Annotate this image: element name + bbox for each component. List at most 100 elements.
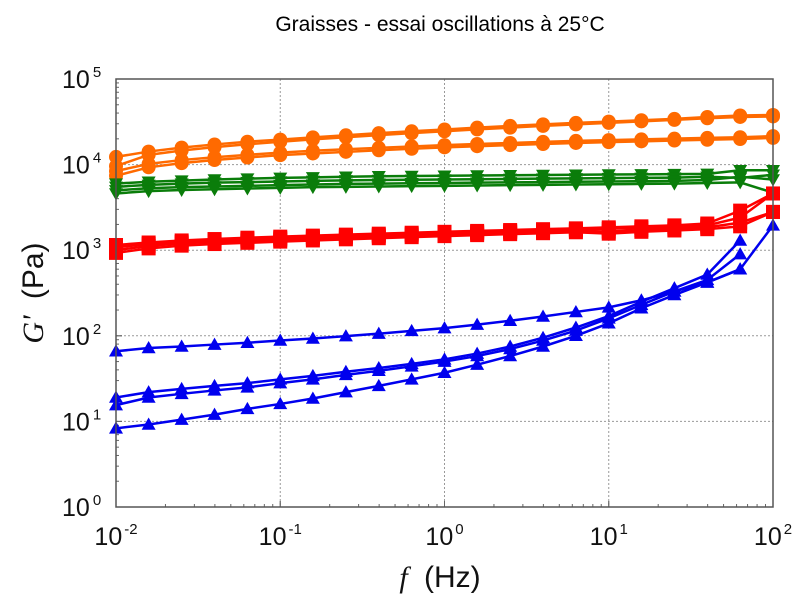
data-point-triangle-up — [371, 378, 386, 392]
data-point-triangle-up — [404, 359, 419, 372]
y-axis-unit: (Pa) — [17, 242, 50, 299]
data-point-circle — [503, 120, 518, 135]
data-point-triangle-up — [240, 401, 255, 415]
data-point-circle — [601, 135, 616, 150]
series-line — [115, 268, 741, 430]
tick-base: 10 — [425, 523, 453, 551]
data-point-circle — [536, 118, 551, 133]
data-point-triangle-up — [273, 396, 288, 410]
data-point-circle — [207, 153, 222, 168]
series-line — [115, 239, 742, 399]
x-tick-labels: 10 -2 10 -1 10 0 10 1 10 2 — [94, 521, 792, 551]
data-point-triangle-down — [338, 181, 353, 194]
tick-base: 10 — [62, 408, 90, 436]
x-tick-label: 10 -1 — [259, 521, 302, 551]
data-point-square — [141, 241, 156, 256]
plot-frame — [115, 78, 774, 508]
data-point-triangle-up — [338, 367, 353, 381]
data-point-circle — [141, 160, 156, 175]
data-point-triangle-down — [568, 179, 583, 192]
tick-base: 10 — [62, 323, 90, 351]
data-point-square — [667, 223, 682, 238]
data-point-triangle-down — [404, 180, 419, 194]
data-point-square — [371, 231, 386, 246]
data-point-triangle-up — [470, 317, 485, 330]
data-point-square — [634, 224, 649, 239]
data-point-triangle-down — [240, 183, 255, 196]
data-point-circle — [404, 141, 419, 156]
data-point-triangle-down — [207, 184, 222, 197]
data-point-square — [568, 225, 583, 240]
series-layer — [109, 107, 780, 434]
tick-exponent: -1 — [288, 521, 301, 538]
data-point-square — [404, 230, 419, 245]
y-tick-label: 10 3 — [62, 235, 101, 265]
x-axis-symbol: f — [399, 561, 411, 594]
data-point-triangle-up — [305, 372, 320, 385]
data-point-triangle-down — [437, 180, 452, 193]
data-point-triangle-up — [240, 335, 255, 348]
data-point-square — [305, 233, 320, 248]
series-red-4 — [109, 204, 780, 260]
data-point-triangle-down — [305, 181, 320, 195]
series-blue-1 — [109, 218, 780, 357]
data-point-square — [338, 232, 353, 247]
data-point-square — [273, 234, 288, 249]
data-point-square — [733, 219, 748, 234]
data-point-triangle-up — [338, 385, 353, 398]
data-point-triangle-up — [305, 331, 320, 344]
data-point-triangle-up — [536, 309, 551, 322]
data-point-triangle-down — [371, 181, 386, 194]
data-point-circle — [733, 132, 748, 147]
data-point-circle — [240, 137, 255, 152]
data-point-triangle-up — [338, 329, 353, 342]
data-point-triangle-down — [536, 179, 551, 192]
tick-base: 10 — [62, 494, 90, 522]
data-point-triangle-up — [207, 383, 222, 396]
tick-exponent: 0 — [93, 492, 101, 509]
data-point-triangle-up — [733, 247, 748, 260]
data-point-triangle-up — [667, 287, 682, 301]
tick-base: 10 — [62, 66, 90, 94]
data-point-circle — [503, 138, 518, 153]
tick-base: 10 — [259, 523, 287, 551]
data-point-triangle-up — [470, 357, 485, 370]
data-point-triangle-up — [503, 349, 518, 362]
tick-base: 10 — [94, 523, 122, 551]
data-point-triangle-down — [733, 177, 748, 190]
data-point-triangle-up — [141, 417, 156, 430]
tick-base: 10 — [62, 152, 90, 180]
data-point-circle — [305, 146, 320, 161]
data-point-triangle-up — [437, 321, 452, 334]
data-point-triangle-up — [733, 233, 748, 246]
data-point-circle — [305, 132, 320, 147]
data-point-circle — [338, 130, 353, 145]
data-point-circle — [733, 109, 748, 124]
data-point-triangle-up — [404, 323, 419, 337]
data-point-square — [700, 222, 715, 237]
data-point-circle — [700, 111, 715, 126]
data-point-triangle-up — [568, 328, 583, 342]
series-line — [115, 253, 741, 407]
data-point-triangle-up — [141, 390, 156, 403]
data-point-circle — [634, 134, 649, 149]
x-tick-label: 10 0 — [425, 521, 463, 551]
data-point-triangle-down — [174, 184, 189, 197]
data-point-triangle-up — [700, 275, 715, 288]
data-point-triangle-down — [667, 178, 682, 191]
data-point-triangle-up — [733, 262, 748, 275]
data-point-triangle-up — [536, 339, 551, 352]
data-point-circle — [437, 140, 452, 155]
tick-exponent: 5 — [93, 64, 101, 81]
data-point-circle — [371, 143, 386, 158]
data-point-triangle-up — [207, 337, 222, 350]
data-point-triangle-down — [503, 179, 518, 193]
chart-title: Graisses - essai oscillations à 25°C — [275, 13, 604, 36]
tick-exponent: 2 — [784, 521, 792, 538]
series-blue-2 — [109, 233, 748, 403]
series-orange-2 — [109, 109, 780, 174]
data-point-triangle-up — [273, 376, 288, 389]
data-point-triangle-up — [371, 326, 386, 339]
data-point-square — [470, 228, 485, 243]
